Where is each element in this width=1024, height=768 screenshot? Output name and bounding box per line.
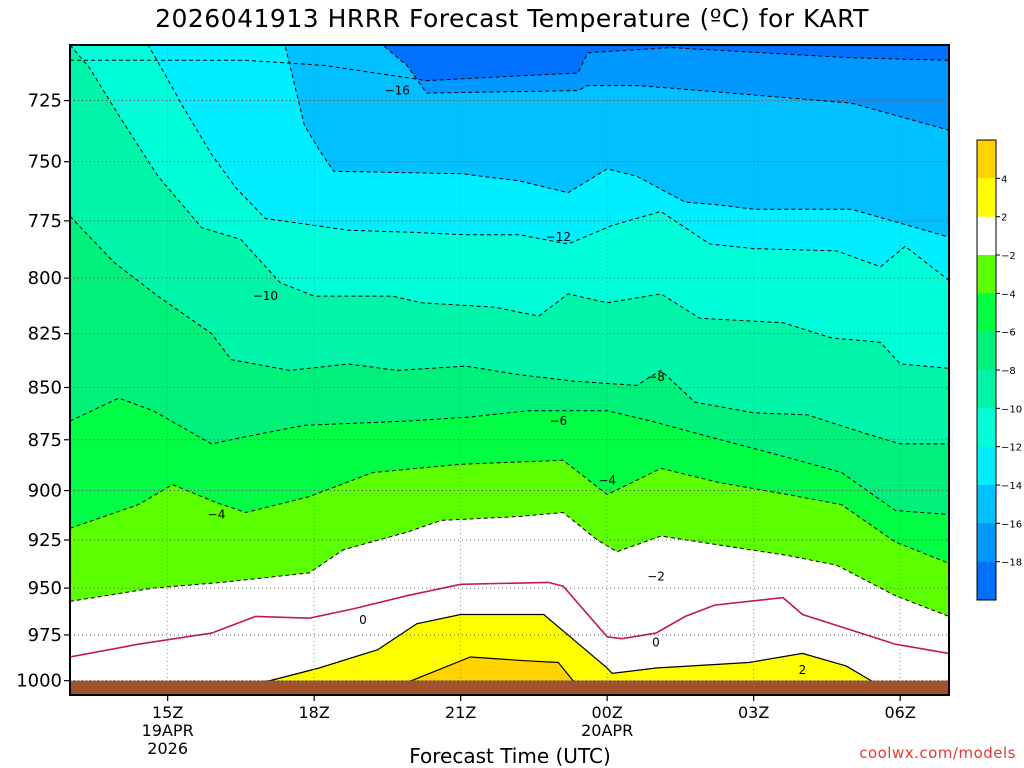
plot-area: −16 −12 −10 −8 −6 −4 −4 −2 0 0 2 bbox=[70, 45, 949, 695]
grid bbox=[70, 45, 949, 695]
temperature-band bbox=[226, 614, 886, 695]
colorbar-tick-label: −10 bbox=[1001, 404, 1022, 415]
colorbar-swatch bbox=[977, 485, 996, 524]
y-tick-label: 800 bbox=[28, 268, 62, 289]
contour-label: −8 bbox=[647, 370, 665, 384]
colorbar-tick-label: −4 bbox=[1001, 289, 1016, 300]
isotherm-line bbox=[70, 459, 949, 564]
colorbar-tick-label: −6 bbox=[1001, 328, 1016, 339]
contour-label: −6 bbox=[549, 414, 567, 428]
colorbar-swatch bbox=[977, 446, 996, 486]
colorbar-tick-label: −16 bbox=[1001, 519, 1022, 530]
y-tick-label: 925 bbox=[28, 530, 62, 551]
y-tick-label: 875 bbox=[28, 430, 62, 451]
y-tick-label: 1000 bbox=[16, 671, 62, 692]
colorbar-swatch bbox=[977, 408, 996, 448]
colorbar-swatch bbox=[977, 561, 996, 601]
y-tick-label: 950 bbox=[28, 578, 62, 599]
y-tick-label: 850 bbox=[28, 377, 62, 398]
colorbar-swatch bbox=[977, 255, 996, 294]
isotherm-line bbox=[70, 45, 949, 131]
x-tick-label: 21Z bbox=[445, 703, 476, 722]
y-tick-label: 900 bbox=[28, 481, 62, 502]
colorbar-tick-label: −12 bbox=[1001, 443, 1022, 454]
contour-label: −4 bbox=[208, 507, 226, 521]
contour-label: −16 bbox=[385, 84, 410, 98]
isotherm-line bbox=[70, 45, 949, 238]
contour-label: −2 bbox=[647, 570, 665, 584]
freezing-isotherm bbox=[70, 581, 949, 658]
isotherm-line bbox=[70, 47, 949, 82]
temperature-band bbox=[70, 512, 949, 695]
contour-label: 0 bbox=[652, 635, 660, 649]
colorbar-tick-label: −2 bbox=[1001, 251, 1016, 262]
y-tick-label: 775 bbox=[28, 211, 62, 232]
colorbar-swatch bbox=[977, 370, 996, 409]
x-tick-label: 18Z bbox=[299, 703, 330, 722]
plot-frame bbox=[69, 44, 950, 696]
x-tick-label: 03Z bbox=[738, 703, 769, 722]
contour-label: 0 bbox=[359, 613, 367, 627]
contour-label: −12 bbox=[546, 230, 571, 244]
isotherm-line bbox=[70, 215, 949, 445]
isotherm-line bbox=[70, 397, 949, 515]
isotherm-line bbox=[387, 656, 584, 687]
x-tick-label: 15Z bbox=[152, 703, 183, 722]
colorbar-swatch bbox=[977, 140, 996, 179]
isotherm-line bbox=[70, 45, 949, 369]
x-tick-label: 00Z bbox=[592, 703, 623, 722]
colorbar-tick-label: −8 bbox=[1001, 366, 1016, 377]
y-tick-label: 825 bbox=[28, 324, 62, 345]
x-tick-label: 2026 bbox=[147, 739, 188, 758]
colorbar-swatch bbox=[977, 178, 996, 218]
colorbar-swatch bbox=[977, 331, 996, 371]
isotherm-line bbox=[226, 613, 886, 689]
contour-label: 2 bbox=[799, 663, 807, 677]
x-tick-label: 06Z bbox=[885, 703, 916, 722]
colorbar: 4 2 −2 −4 −6 −8 −10 −12 −14 −16 −18 bbox=[976, 139, 1022, 601]
colorbar-tick-label: 2 bbox=[1001, 213, 1007, 224]
colorbar-tick-label: −18 bbox=[1001, 558, 1022, 569]
contour-label: −10 bbox=[253, 289, 278, 303]
colorbar-swatch bbox=[977, 293, 996, 333]
ground-surface bbox=[70, 680, 949, 695]
chart-title: 2026041913 HRRR Forecast Temperature (ºC… bbox=[155, 4, 869, 33]
y-tick-label: 975 bbox=[28, 625, 62, 646]
x-axis-label: Forecast Time (UTC) bbox=[409, 744, 611, 768]
y-tick-label: 750 bbox=[28, 152, 62, 173]
colorbar-swatch bbox=[977, 216, 996, 256]
isotherm-line bbox=[70, 45, 949, 281]
colorbar-tick-label: −14 bbox=[1001, 481, 1022, 492]
y-tick-label: 725 bbox=[28, 91, 62, 112]
colorbar-tick-label: 4 bbox=[1001, 174, 1007, 185]
x-tick-label: 20APR bbox=[581, 721, 633, 740]
source-credit: coolwx.com/models bbox=[859, 744, 1016, 762]
x-tick-label: 19APR bbox=[142, 721, 194, 740]
colorbar-swatch bbox=[977, 523, 996, 563]
isotherm-line bbox=[70, 511, 949, 617]
contour-label: −4 bbox=[598, 474, 616, 488]
